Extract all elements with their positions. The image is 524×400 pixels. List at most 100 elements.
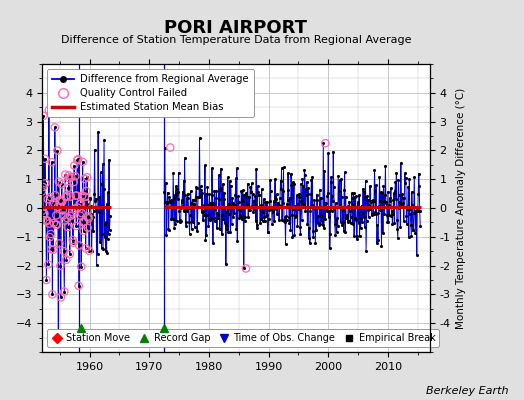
Point — [247, 180, 256, 186]
Point — [377, 243, 386, 249]
Point — [361, 194, 369, 200]
Point — [244, 180, 252, 187]
Point — [57, 198, 66, 204]
Point — [175, 208, 183, 214]
Point — [54, 334, 62, 341]
Point — [243, 204, 251, 210]
Point — [171, 189, 180, 196]
Point — [79, 159, 87, 165]
Point — [62, 193, 70, 199]
Point — [64, 185, 72, 191]
Point — [46, 234, 54, 240]
Point — [351, 194, 359, 200]
Point — [299, 182, 308, 189]
Point — [82, 188, 90, 194]
Point — [164, 226, 172, 232]
Point — [45, 220, 53, 227]
Point — [169, 170, 177, 176]
Point — [181, 192, 189, 198]
Point — [401, 175, 410, 181]
Point — [60, 248, 68, 254]
Point — [246, 207, 254, 214]
Point — [407, 222, 415, 228]
Point — [212, 194, 220, 201]
Point — [46, 194, 54, 200]
Point — [412, 208, 420, 215]
Point — [391, 179, 400, 186]
Point — [51, 124, 59, 130]
Point — [161, 180, 170, 186]
Point — [274, 199, 282, 206]
Point — [70, 162, 79, 169]
Point — [170, 225, 178, 231]
Point — [90, 208, 98, 215]
Point — [349, 202, 357, 208]
Point — [244, 214, 253, 220]
Point — [293, 192, 301, 199]
Point — [80, 218, 89, 225]
Point — [254, 183, 262, 189]
Point — [71, 206, 79, 212]
Point — [253, 225, 261, 232]
Point — [180, 155, 189, 161]
Point — [190, 224, 199, 230]
Point — [49, 201, 57, 208]
Point — [173, 186, 181, 192]
Point — [61, 217, 69, 224]
Point — [266, 188, 275, 194]
Point — [302, 186, 310, 192]
Point — [257, 216, 265, 222]
Point — [258, 206, 266, 212]
Point — [261, 199, 269, 206]
Point — [255, 192, 264, 198]
Point — [73, 204, 82, 211]
Point — [362, 248, 370, 254]
Point — [215, 172, 223, 178]
Point — [292, 202, 300, 209]
Point — [246, 184, 255, 190]
Point — [173, 196, 182, 202]
Point — [343, 219, 352, 225]
Point — [228, 195, 236, 202]
Point — [166, 144, 174, 151]
Point — [104, 231, 113, 238]
Point — [49, 201, 57, 208]
Point — [72, 192, 81, 199]
Point — [374, 210, 383, 216]
Point — [289, 206, 298, 212]
Point — [330, 206, 339, 212]
Point — [50, 220, 58, 226]
Point — [334, 173, 342, 180]
Point — [51, 192, 60, 198]
Point — [288, 234, 297, 240]
Point — [45, 220, 53, 227]
Point — [69, 237, 77, 243]
Point — [258, 218, 267, 224]
Point — [234, 206, 242, 212]
Point — [39, 113, 48, 119]
Point — [79, 219, 88, 226]
Point — [268, 204, 277, 210]
Point — [236, 207, 244, 214]
Point — [162, 232, 170, 238]
Point — [62, 257, 70, 263]
Point — [90, 191, 99, 198]
Point — [338, 222, 346, 228]
Point — [169, 195, 178, 201]
Point — [232, 226, 241, 232]
Point — [405, 176, 413, 182]
Point — [277, 186, 285, 193]
Point — [294, 206, 302, 212]
Point — [242, 265, 250, 272]
Point — [280, 218, 288, 224]
Point — [100, 186, 108, 192]
Point — [75, 242, 83, 249]
Point — [208, 192, 216, 198]
Point — [289, 179, 297, 186]
Point — [227, 221, 236, 227]
Point — [266, 198, 274, 204]
Point — [348, 221, 357, 227]
Point — [220, 190, 228, 196]
Point — [59, 207, 67, 213]
Point — [232, 175, 240, 182]
